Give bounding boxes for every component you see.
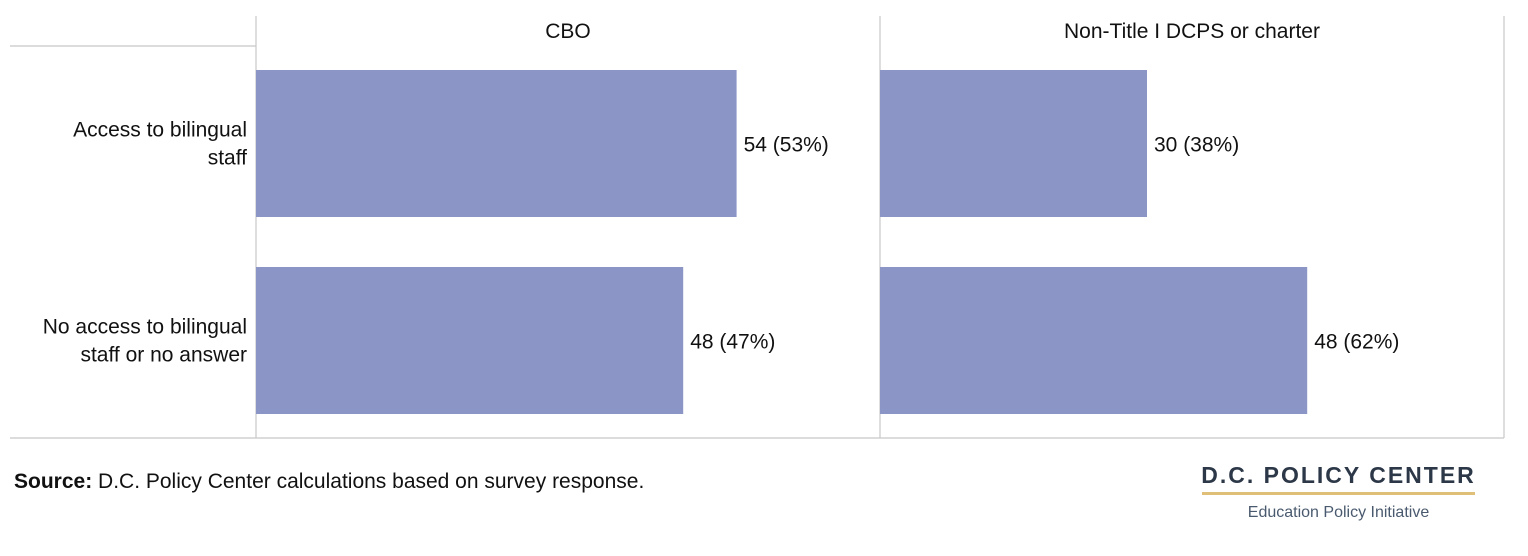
bar-label-cbo-0: 54 (53%) bbox=[744, 134, 829, 157]
category-labels: Access to bilingual staff No access to bil… bbox=[43, 119, 247, 367]
panel-headers: CBO Non-Title I DCPS or charter bbox=[545, 20, 1320, 43]
bar-label-cbo-1: 48 (47%) bbox=[690, 331, 775, 354]
category-label-1: No access to bilingual staff or no answer bbox=[43, 316, 247, 367]
bar-non-title-i-dcps-or-charter-0 bbox=[880, 70, 1147, 217]
bar-label-non-title-i-dcps-or-charter-0: 30 (38%) bbox=[1154, 134, 1239, 157]
panel-header-non-title-i-dcps-or-charter: Non-Title I DCPS or charter bbox=[1064, 20, 1320, 43]
source-note: Source: D.C. Policy Center calculations … bbox=[14, 470, 644, 494]
logo-name: D.C. POLICY CENTER bbox=[1201, 462, 1476, 488]
bar-cbo-1 bbox=[256, 267, 684, 414]
bar-chart: CBO Non-Title I DCPS or charter Access to… bbox=[10, 16, 1505, 439]
bars bbox=[256, 70, 1308, 414]
category-label-0: Access to bilingual staff bbox=[73, 119, 247, 170]
source-text: D.C. Policy Center calculations based on… bbox=[92, 470, 645, 493]
source-label: Source: bbox=[14, 470, 93, 493]
bar-cbo-0 bbox=[256, 70, 737, 217]
dc-policy-center-logo: D.C. POLICY CENTER Education Policy Init… bbox=[1196, 462, 1481, 522]
panel-header-cbo: CBO bbox=[545, 20, 591, 43]
logo-subtitle: Education Policy Initiative bbox=[1247, 504, 1430, 521]
bar-non-title-i-dcps-or-charter-1 bbox=[880, 267, 1308, 414]
logo-underline bbox=[1202, 492, 1475, 495]
bar-labels: 54 (53%) 48 (47%) 30 (38%) 48 (62%) bbox=[690, 134, 1399, 354]
bar-label-non-title-i-dcps-or-charter-1: 48 (62%) bbox=[1314, 331, 1399, 354]
